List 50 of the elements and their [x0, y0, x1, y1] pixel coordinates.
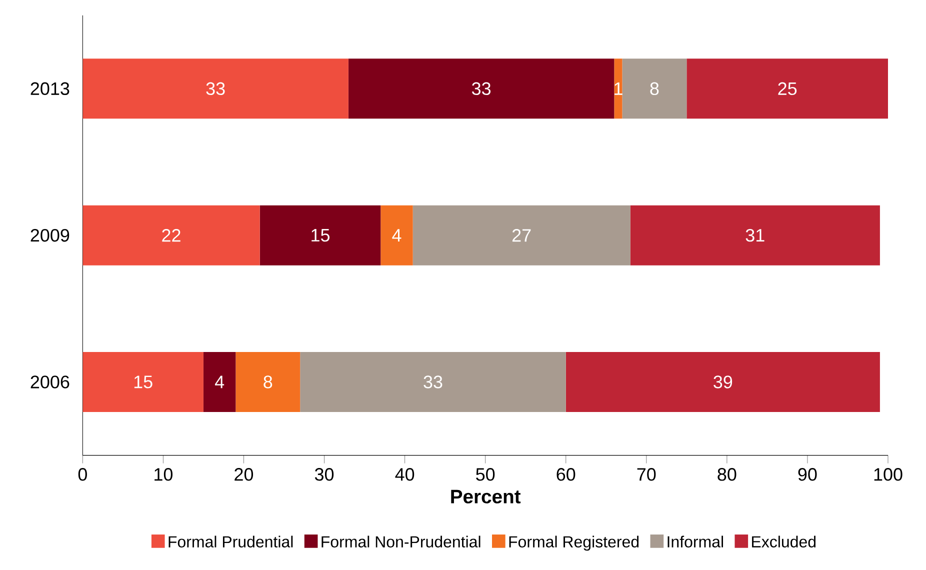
- x-tick-label: 70: [637, 468, 656, 481]
- x-tick-label: 60: [556, 468, 576, 481]
- data-label: 22: [162, 229, 180, 242]
- bar: [412, 205, 630, 266]
- data-label: 33: [206, 82, 225, 96]
- bar: [380, 205, 413, 266]
- legend-label: Informal: [668, 536, 723, 548]
- x-tick-label: 10: [154, 468, 173, 481]
- legend-label: Formal Non-Prudential: [322, 536, 480, 548]
- y-tick-label: 2009: [30, 228, 70, 242]
- bar: [348, 58, 614, 119]
- data-label: 8: [650, 82, 659, 96]
- x-tick-label: 90: [798, 468, 817, 481]
- data-label: 4: [214, 376, 224, 388]
- data-label: 31: [746, 228, 764, 242]
- data-label: 15: [134, 376, 152, 388]
- x-tick-label: 80: [718, 468, 736, 481]
- bar: [686, 58, 888, 119]
- bar: [622, 58, 687, 119]
- data-label: 4: [392, 229, 402, 242]
- x-tick-label: 100: [874, 468, 902, 481]
- bar: [630, 205, 880, 266]
- legend-label: Formal Registered: [509, 536, 639, 551]
- data-label: 25: [778, 82, 797, 96]
- bar: [236, 352, 300, 412]
- legend-label: Excluded: [752, 536, 816, 548]
- y-tick-label: 2006: [30, 376, 70, 388]
- legend-label: Formal Prudential: [168, 536, 293, 548]
- bar: [300, 352, 566, 412]
- x-tick-label: 30: [314, 468, 334, 481]
- x-tick-label: 20: [234, 468, 254, 481]
- bar: [82, 58, 348, 119]
- bar: [566, 352, 880, 412]
- y-tick-label: 2013: [30, 82, 70, 96]
- x-axis-title: Percent: [451, 490, 521, 504]
- data-label: 27: [512, 229, 531, 242]
- bar: [260, 205, 381, 266]
- x-tick-label: 40: [395, 468, 414, 481]
- x-tick-label: 0: [78, 468, 87, 481]
- data-label: 33: [424, 376, 442, 388]
- bar: [82, 205, 260, 266]
- data-label: 39: [714, 376, 732, 388]
- data-label: 1: [614, 82, 622, 95]
- bar: [82, 352, 204, 412]
- x-tick-label: 50: [476, 468, 495, 481]
- data-label: 15: [312, 229, 330, 242]
- bar: [203, 352, 236, 412]
- data-label: 33: [472, 82, 491, 96]
- data-label: 8: [264, 376, 272, 388]
- bar: [614, 58, 622, 119]
